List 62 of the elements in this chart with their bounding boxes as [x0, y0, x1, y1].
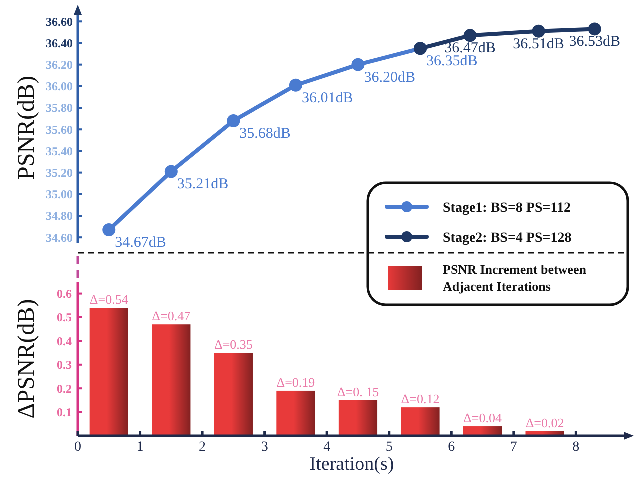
legend-label: Stage2: BS=4 PS=128	[443, 230, 572, 246]
y-tick-label: 0.4	[57, 334, 72, 348]
point	[102, 224, 116, 237]
data-label: 36.51dB	[513, 36, 564, 52]
x-tick-label: 8	[572, 440, 580, 455]
y-tick-label: 35.60	[46, 122, 73, 137]
data-label: 36.53dB	[569, 34, 620, 50]
bar	[401, 408, 440, 436]
y-tick-label: 35.00	[46, 188, 73, 202]
data-label: 36.01dB	[302, 90, 354, 106]
y-tick-label: 36.60	[46, 14, 73, 29]
data-label: Δ=0.04	[464, 410, 502, 426]
legend-label: Stage1: BS=8 PS=112	[443, 200, 571, 216]
bar	[214, 353, 253, 436]
data-label: Δ=0.35	[214, 337, 253, 352]
point	[227, 114, 240, 128]
y-tick-label: 35.40	[46, 144, 73, 158]
data-label: 35.21dB	[177, 176, 229, 193]
point	[352, 58, 365, 72]
y-tick-label: 36.40	[46, 36, 73, 50]
x-tick-label: 0	[74, 440, 82, 455]
bar	[152, 324, 191, 436]
y-tick-label: 36.00	[46, 80, 73, 94]
point	[164, 165, 178, 178]
x-axis-title: Iteration(s)	[310, 454, 394, 475]
y-tick-label: 0.2	[57, 382, 72, 396]
data-label: Δ=0.19	[276, 374, 316, 390]
point	[464, 29, 477, 42]
y-tick-label: 0.1	[57, 406, 72, 420]
y-tick-label: 0.6	[57, 287, 72, 301]
x-tick-label: 2	[199, 440, 206, 455]
data-label: Δ=0. 15	[337, 384, 380, 400]
bar	[90, 308, 128, 436]
data-label: Δ=0.02	[526, 415, 564, 430]
point	[289, 78, 302, 92]
y-axis-title: ΔPSNR(dB)	[14, 299, 40, 419]
x-tick-label: 6	[448, 440, 456, 455]
data-label: 34.67dB	[115, 235, 166, 252]
point	[588, 22, 602, 36]
x-tick-label: 1	[136, 440, 144, 455]
data-label: 35.68dB	[240, 126, 291, 142]
point	[532, 24, 546, 38]
y-tick-label: 34.80	[46, 209, 73, 224]
y-tick-label: 35.80	[46, 101, 73, 116]
x-tick-label: 7	[510, 440, 518, 455]
y-tick-label: 35.20	[46, 166, 73, 180]
x-tick-label: 3	[261, 440, 268, 455]
y-tick-label: 0.3	[57, 358, 72, 372]
x-tick-label: 4	[324, 440, 331, 455]
data-label: 36.35dB	[426, 54, 478, 70]
data-label: 36.20dB	[364, 70, 416, 86]
y-tick-label: 0.5	[57, 310, 72, 325]
y-tick-label: 34.60	[46, 230, 73, 245]
bar	[338, 400, 378, 436]
x-tick-label: 5	[386, 440, 393, 455]
legend-label: PSNR Increment between Adjacent Iterations	[443, 262, 588, 294]
bar	[276, 390, 316, 436]
y-axis-title: PSNR(dB)	[14, 76, 40, 180]
y-tick-label: 36.20	[46, 58, 73, 72]
data-label: Δ=0.54	[90, 292, 129, 308]
data-label: Δ=0.47	[152, 308, 192, 324]
data-label: Δ=0.12	[401, 392, 440, 407]
